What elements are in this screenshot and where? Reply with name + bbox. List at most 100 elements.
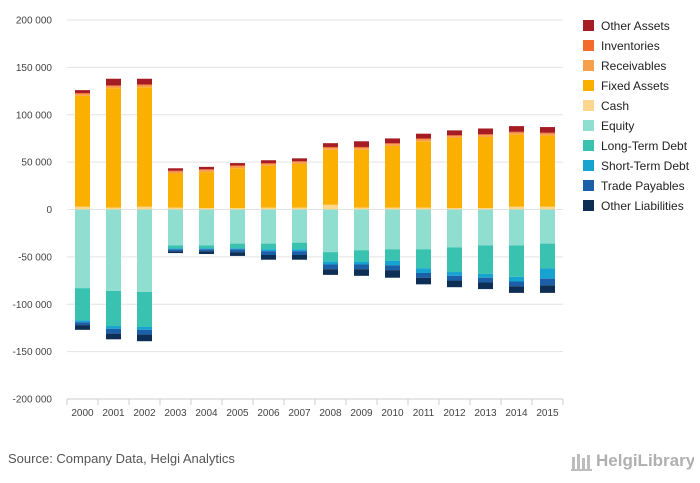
bar-segment[interactable]: [137, 78, 152, 85]
bar-segment[interactable]: [478, 282, 493, 290]
bar-segment[interactable]: [199, 245, 214, 249]
bar-segment[interactable]: [385, 144, 400, 147]
bar-segment[interactable]: [447, 275, 462, 281]
bar-segment[interactable]: [106, 78, 121, 86]
bar-segment[interactable]: [354, 269, 369, 276]
bar-segment[interactable]: [75, 320, 90, 323]
bar-segment[interactable]: [106, 290, 121, 327]
bar-segment[interactable]: [75, 288, 90, 321]
bar-segment[interactable]: [261, 249, 276, 252]
bar-segment[interactable]: [106, 333, 121, 340]
legend-item[interactable]: Inventories: [583, 39, 660, 53]
bar-segment[interactable]: [292, 161, 307, 163]
bar-segment[interactable]: [509, 131, 524, 133]
bar-segment[interactable]: [447, 136, 462, 138]
bar-segment[interactable]: [261, 243, 276, 250]
bar-segment[interactable]: [447, 135, 462, 137]
bar-segment[interactable]: [385, 143, 400, 145]
bar-segment[interactable]: [509, 206, 524, 210]
bar-segment[interactable]: [509, 209, 524, 246]
bar-segment[interactable]: [385, 260, 400, 266]
bar-segment[interactable]: [385, 249, 400, 261]
bar-segment[interactable]: [354, 147, 369, 150]
bar-segment[interactable]: [75, 93, 90, 96]
bar-segment[interactable]: [230, 243, 245, 249]
bar-segment[interactable]: [416, 209, 431, 250]
bar-segment[interactable]: [354, 146, 369, 148]
bar-segment[interactable]: [75, 95, 90, 207]
bar-segment[interactable]: [199, 209, 214, 246]
bar-segment[interactable]: [168, 251, 183, 254]
bar-segment[interactable]: [478, 209, 493, 246]
bar-segment[interactable]: [168, 171, 183, 174]
bar-segment[interactable]: [261, 160, 276, 164]
bar-segment[interactable]: [323, 269, 338, 275]
bar-segment[interactable]: [137, 84, 152, 86]
bar-segment[interactable]: [416, 207, 431, 210]
bar-segment[interactable]: [292, 242, 307, 250]
bar-segment[interactable]: [75, 206, 90, 210]
bar-segment[interactable]: [261, 163, 276, 165]
bar-segment[interactable]: [106, 86, 121, 89]
bar-segment[interactable]: [292, 249, 307, 252]
bar-segment[interactable]: [292, 164, 307, 208]
bar-segment[interactable]: [478, 134, 493, 136]
bar-segment[interactable]: [323, 143, 338, 147]
bar-segment[interactable]: [385, 265, 400, 271]
bar-segment[interactable]: [323, 252, 338, 262]
bar-segment[interactable]: [199, 170, 214, 173]
bar-segment[interactable]: [106, 88, 121, 208]
bar-segment[interactable]: [230, 163, 245, 166]
bar-segment[interactable]: [168, 170, 183, 172]
bar-segment[interactable]: [261, 164, 276, 166]
bar-segment[interactable]: [478, 137, 493, 209]
bar-segment[interactable]: [323, 209, 338, 253]
bar-segment[interactable]: [385, 270, 400, 278]
legend-item[interactable]: Equity: [583, 119, 634, 133]
bar-segment[interactable]: [75, 90, 90, 93]
bar-segment[interactable]: [137, 87, 152, 207]
bar-segment[interactable]: [292, 158, 307, 162]
bar-segment[interactable]: [106, 207, 121, 210]
bar-segment[interactable]: [168, 245, 183, 249]
legend-item[interactable]: Other Liabilities: [583, 199, 684, 213]
bar-segment[interactable]: [540, 132, 555, 134]
bar-segment[interactable]: [509, 281, 524, 287]
bar-segment[interactable]: [354, 209, 369, 251]
bar-segment[interactable]: [292, 207, 307, 210]
legend-item[interactable]: Receivables: [583, 59, 666, 73]
bar-segment[interactable]: [230, 249, 245, 253]
bar-segment[interactable]: [385, 138, 400, 144]
bar-segment[interactable]: [509, 134, 524, 207]
bar-segment[interactable]: [261, 251, 276, 255]
bar-segment[interactable]: [509, 132, 524, 135]
bar-segment[interactable]: [447, 247, 462, 273]
bar-segment[interactable]: [323, 261, 338, 265]
bar-segment[interactable]: [416, 139, 431, 142]
bar-segment[interactable]: [106, 85, 121, 87]
bar-segment[interactable]: [509, 245, 524, 277]
bar-segment[interactable]: [447, 137, 462, 209]
legend-item[interactable]: Short-Term Debt: [583, 159, 690, 173]
bar-segment[interactable]: [540, 127, 555, 133]
bar-segment[interactable]: [137, 206, 152, 210]
bar-segment[interactable]: [354, 261, 369, 265]
bar-segment[interactable]: [540, 268, 555, 279]
bar-segment[interactable]: [168, 248, 183, 250]
bar-segment[interactable]: [168, 209, 183, 246]
bar-segment[interactable]: [354, 264, 369, 270]
legend-item[interactable]: Trade Payables: [583, 179, 685, 193]
bar-segment[interactable]: [199, 166, 214, 170]
bar-segment[interactable]: [447, 130, 462, 136]
bar-segment[interactable]: [323, 147, 338, 150]
bar-segment[interactable]: [416, 277, 431, 285]
bar-segment[interactable]: [323, 146, 338, 148]
bar-segment[interactable]: [540, 206, 555, 210]
legend-item[interactable]: Cash: [583, 99, 629, 113]
bar-segment[interactable]: [261, 207, 276, 210]
bar-segment[interactable]: [292, 209, 307, 243]
legend-item[interactable]: Fixed Assets: [583, 79, 669, 93]
bar-segment[interactable]: [354, 149, 369, 208]
bar-segment[interactable]: [385, 207, 400, 210]
bar-segment[interactable]: [447, 272, 462, 276]
